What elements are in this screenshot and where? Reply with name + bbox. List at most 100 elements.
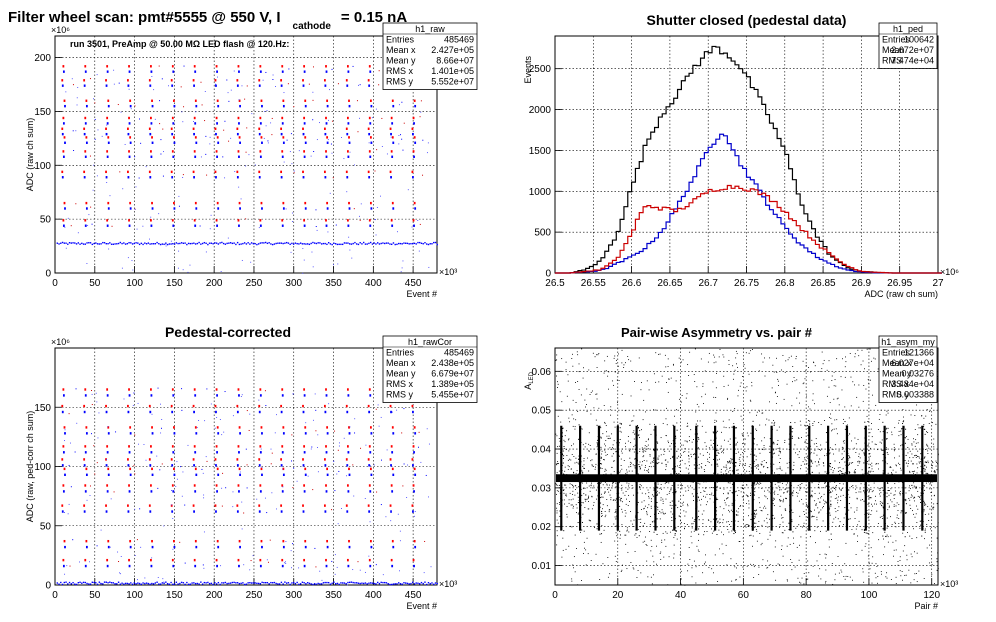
data-point	[766, 498, 768, 500]
data-point	[389, 458, 392, 461]
data-point	[357, 243, 360, 246]
data-point	[912, 476, 914, 478]
data-point	[381, 117, 383, 119]
data-point	[64, 473, 66, 477]
data-point	[848, 509, 850, 511]
data-point	[180, 466, 182, 468]
data-point	[83, 458, 86, 461]
data-point	[900, 445, 902, 447]
data-point	[825, 501, 827, 503]
data-point	[698, 499, 700, 501]
data-point	[760, 482, 762, 484]
data-point	[714, 554, 716, 556]
data-point	[90, 206, 92, 208]
data-point	[107, 539, 110, 543]
data-point	[864, 492, 865, 494]
data-point	[937, 522, 939, 524]
data-point	[840, 490, 842, 491]
data-point	[281, 224, 284, 227]
data-point	[172, 451, 175, 454]
data-point	[786, 383, 788, 385]
data-point	[621, 349, 623, 351]
data-point	[336, 566, 338, 568]
data-point	[687, 364, 689, 366]
data-point	[194, 394, 197, 397]
data-point	[406, 497, 408, 498]
data-point	[857, 438, 859, 440]
data-point	[640, 572, 642, 574]
data-point	[618, 444, 620, 446]
data-point	[88, 583, 90, 585]
data-point	[313, 583, 316, 585]
data-point	[67, 243, 69, 245]
data-point	[176, 461, 178, 463]
data-point	[905, 492, 907, 494]
data-point	[693, 495, 694, 497]
data-point	[659, 478, 661, 479]
data-point	[695, 411, 697, 413]
data-point	[782, 555, 784, 557]
data-point	[268, 242, 270, 244]
data-point	[836, 419, 838, 421]
data-point	[240, 396, 242, 397]
data-point	[238, 394, 240, 397]
data-point	[811, 439, 813, 441]
data-point	[879, 503, 881, 505]
data-point	[356, 100, 358, 102]
data-point	[249, 413, 251, 415]
data-point	[853, 471, 855, 473]
data-point	[798, 524, 800, 526]
data-point	[281, 394, 284, 397]
data-point	[617, 372, 619, 374]
data-point	[627, 505, 629, 507]
data-point	[224, 581, 227, 584]
data-point	[768, 487, 770, 489]
data-point	[588, 450, 590, 452]
data-point	[254, 582, 256, 584]
data-point	[710, 439, 712, 441]
data-point	[728, 471, 730, 473]
data-point	[163, 243, 165, 246]
data-point	[335, 224, 337, 226]
data-point	[107, 207, 110, 210]
data-point	[659, 353, 661, 355]
data-point	[411, 127, 414, 130]
data-point	[674, 527, 676, 529]
data-point	[670, 477, 672, 479]
data-point	[649, 531, 651, 532]
data-point	[568, 450, 570, 452]
data-point	[133, 465, 135, 467]
data-point	[756, 414, 757, 416]
data-point	[560, 421, 562, 423]
data-point	[655, 505, 657, 507]
data-point	[707, 479, 708, 481]
data-point	[779, 505, 781, 507]
data-point	[271, 117, 273, 119]
data-point	[890, 516, 892, 518]
data-point	[725, 464, 727, 466]
data-point	[817, 507, 819, 509]
data-point	[874, 477, 876, 479]
data-point	[774, 392, 776, 394]
stats-label: Mean	[882, 45, 905, 55]
data-point	[105, 132, 108, 136]
data-point	[665, 545, 667, 547]
data-point	[748, 373, 750, 375]
data-point	[818, 464, 820, 466]
data-point	[681, 488, 683, 490]
data-point	[305, 422, 307, 424]
data-point	[752, 535, 754, 537]
data-point	[173, 545, 176, 549]
data-point	[727, 440, 729, 442]
data-point	[588, 508, 590, 510]
data-point	[348, 207, 351, 210]
data-point	[604, 370, 606, 372]
data-point	[600, 482, 602, 484]
data-point	[217, 141, 220, 144]
data-point	[909, 479, 910, 481]
data-point	[256, 582, 258, 585]
data-point	[105, 127, 107, 130]
data-point	[824, 482, 826, 484]
data-point	[621, 511, 623, 513]
data-point	[680, 475, 682, 477]
